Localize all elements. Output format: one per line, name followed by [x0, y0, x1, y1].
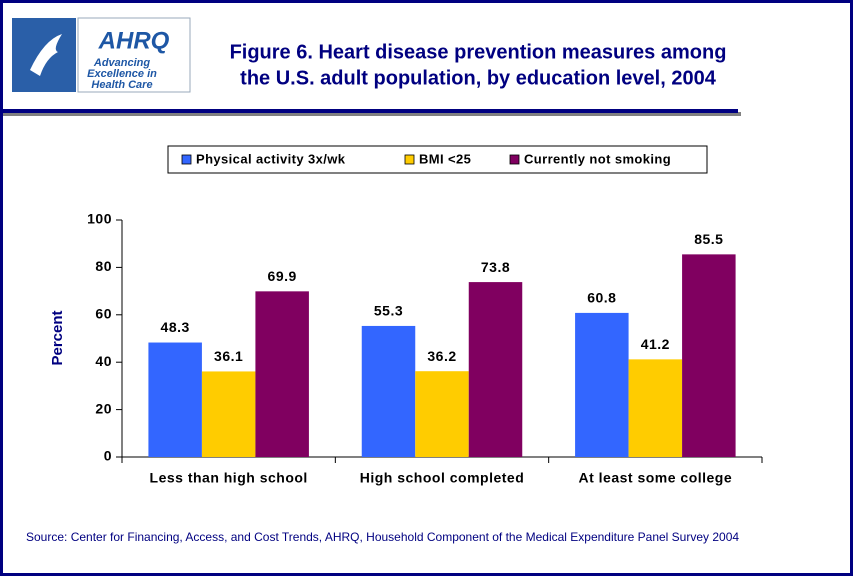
y-tick-label: 100	[87, 211, 112, 227]
bar	[255, 291, 309, 457]
bar	[468, 282, 523, 457]
data-label: 73.8	[481, 259, 510, 275]
y-tick-label: 60	[95, 306, 112, 322]
data-label: 55.3	[374, 303, 403, 319]
legend	[167, 145, 708, 174]
x-tick-label: Less than high school	[150, 470, 308, 486]
legend-swatch	[509, 154, 520, 165]
data-label: 36.2	[427, 348, 456, 364]
chart-title: the U.S. adult population, by education …	[240, 67, 717, 89]
rule	[3, 109, 738, 113]
logo-name: AHRQ	[98, 27, 170, 54]
legend-label: Currently not smoking	[524, 151, 671, 166]
bar	[148, 342, 202, 457]
data-label: 85.5	[694, 231, 723, 247]
y-tick-label: 40	[95, 353, 112, 369]
data-label: 69.9	[268, 268, 297, 284]
bar	[361, 325, 416, 457]
legend-label: BMI <25	[419, 151, 471, 166]
bar	[415, 371, 469, 457]
legend-swatch	[404, 154, 415, 165]
logo-tagline: Health Care	[91, 79, 152, 91]
bar	[575, 312, 629, 457]
logo-box	[77, 17, 191, 93]
y-axis-label: Percent	[49, 310, 66, 365]
source-note: Source: Center for Financing, Access, an…	[26, 530, 739, 544]
x-tick-label: At least some college	[578, 470, 732, 486]
x-tick-label: High school completed	[360, 470, 525, 486]
bar	[628, 359, 683, 457]
legend-swatch	[181, 154, 192, 165]
logo: AHRQ Advancing Excellence in Health Care	[12, 17, 191, 93]
data-label: 41.2	[641, 336, 670, 352]
chart-title: Figure 6. Heart disease prevention measu…	[230, 41, 727, 63]
y-tick-label: 0	[104, 448, 112, 464]
bar	[201, 371, 256, 457]
data-label: 60.8	[587, 290, 616, 306]
data-label: 48.3	[161, 319, 190, 335]
data-label: 36.1	[214, 348, 243, 364]
logo-eagle	[30, 34, 62, 76]
logo-tagline: Excellence in	[87, 68, 157, 80]
legend-label: Physical activity 3x/wk	[196, 151, 346, 166]
y-tick-label: 80	[95, 258, 112, 274]
logo-tagline: Advancing	[93, 57, 151, 69]
bar	[682, 254, 736, 457]
rule-shadow	[3, 112, 741, 116]
y-tick-label: 20	[95, 400, 112, 416]
